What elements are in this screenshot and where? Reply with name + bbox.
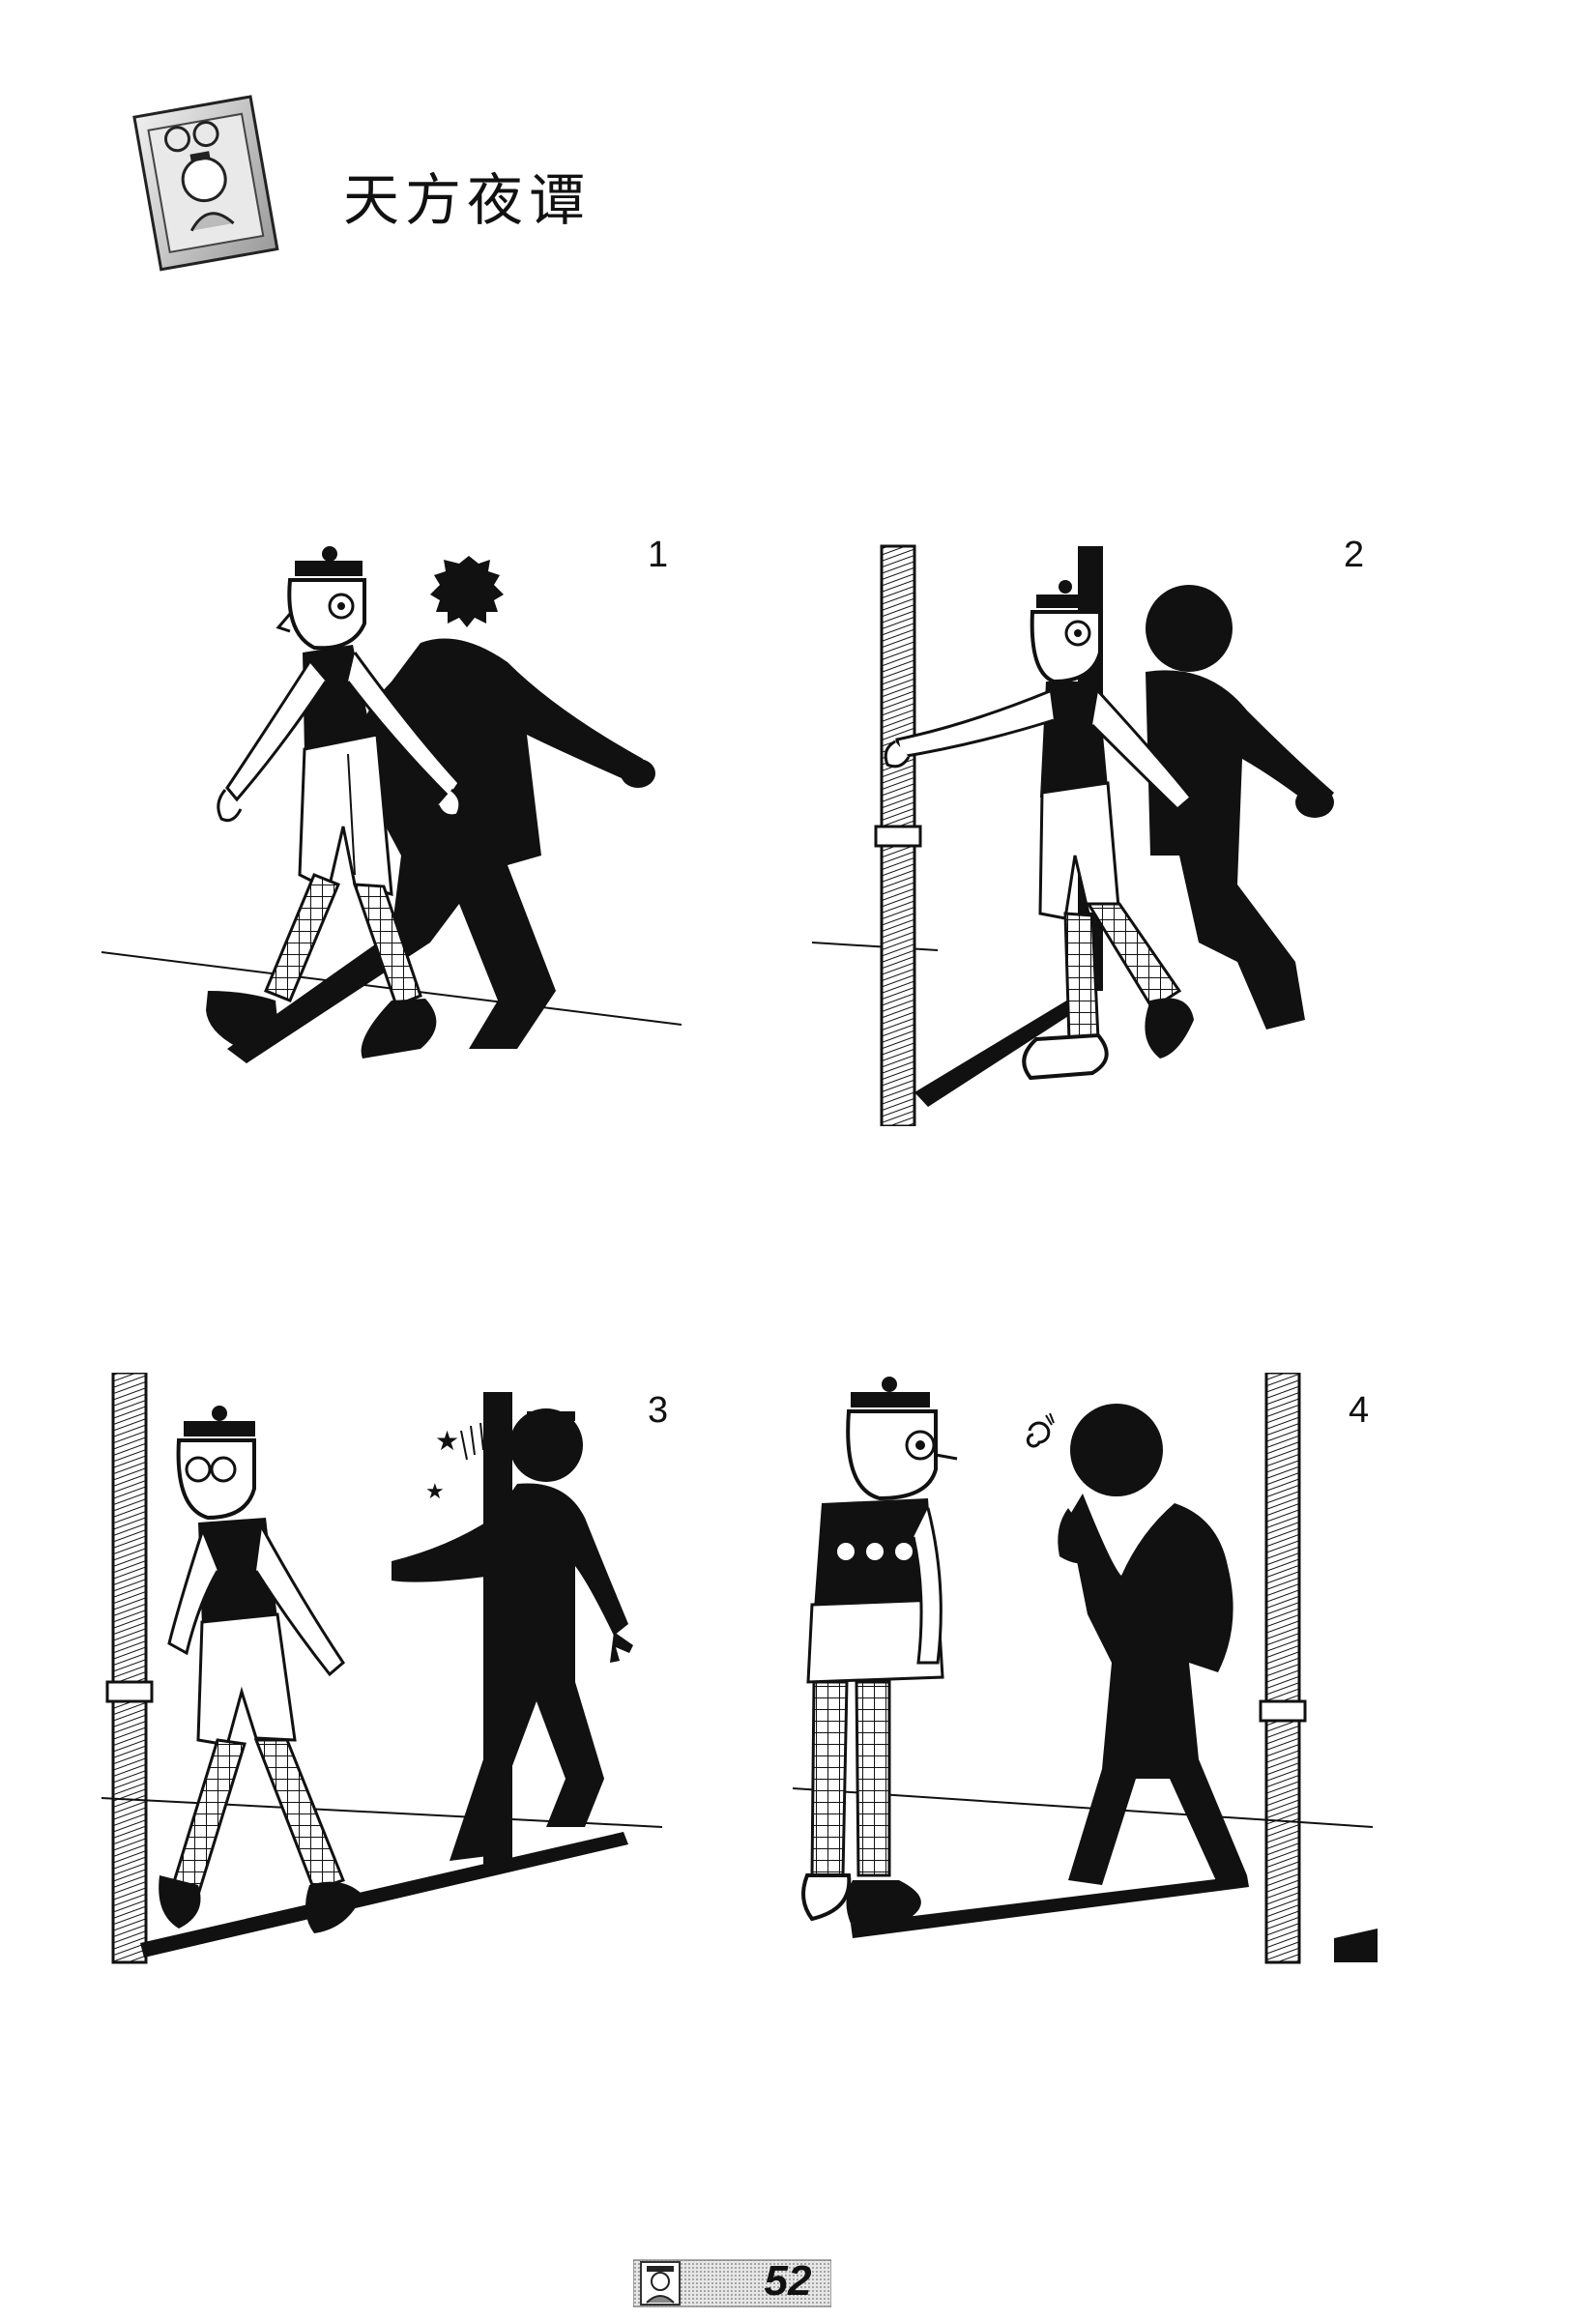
- page-title: 天方夜谭: [343, 167, 592, 233]
- panel-4-illustration: [793, 1373, 1378, 1964]
- walking-boy: [206, 546, 462, 1059]
- panel-number: 2: [1344, 535, 1365, 575]
- walking-boy: [884, 580, 1194, 1081]
- shadow-figure: [1058, 1404, 1247, 1885]
- comic-portrait-card-icon: [126, 92, 290, 276]
- comic-panel-4: 4: [793, 1373, 1382, 1967]
- page-number-badge: [632, 2254, 832, 2308]
- comic-panel-3: 3 ★ ★: [102, 1373, 691, 1967]
- comic-panel-1: 1: [102, 537, 691, 1126]
- character-face-icon: [640, 2261, 681, 2306]
- svg-text:★: ★: [435, 1425, 459, 1457]
- panel-number: 4: [1349, 1390, 1370, 1431]
- walking-boy: [159, 1406, 363, 1933]
- comic-panel-2: 2: [812, 537, 1382, 1126]
- panel-3-illustration: ★ ★: [102, 1373, 663, 1964]
- panel-1-illustration: [102, 546, 682, 1063]
- panel-number: 3: [648, 1390, 669, 1431]
- shadow-figure: [1146, 585, 1334, 1030]
- shadow-figure: [227, 556, 655, 1063]
- shadow-figure: [392, 1408, 633, 1861]
- svg-text:★: ★: [425, 1480, 445, 1504]
- panel-number: 1: [648, 535, 669, 575]
- page-number: 52: [764, 2257, 812, 2305]
- panel-2-illustration: [812, 544, 1334, 1126]
- standing-boy: [801, 1377, 958, 1924]
